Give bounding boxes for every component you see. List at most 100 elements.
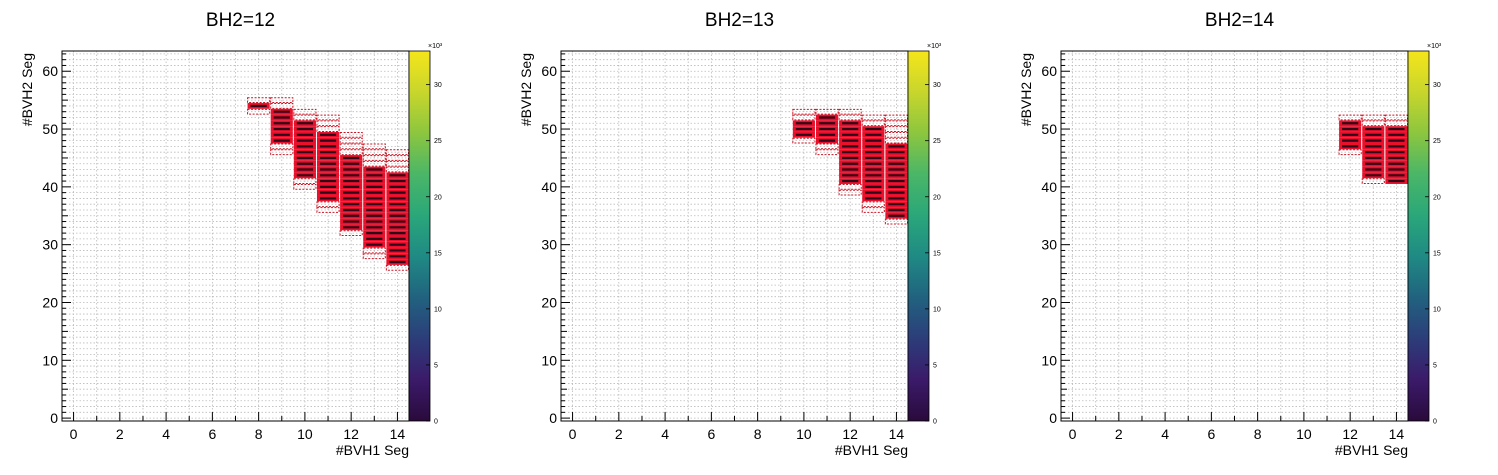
y-tick-label: 0 xyxy=(1049,410,1057,426)
z-tick-label: 25 xyxy=(933,138,941,145)
x-axis xyxy=(1072,412,1397,421)
grid xyxy=(561,51,908,421)
z-tick-label: 25 xyxy=(1433,138,1441,145)
box-mark-outline xyxy=(293,178,317,184)
z-tick-label: 5 xyxy=(434,362,438,369)
z-tick-label: 5 xyxy=(1433,362,1437,369)
grid xyxy=(1061,51,1408,421)
box-mark-outline xyxy=(1338,149,1362,156)
z-exponent-label: ×10³ xyxy=(927,43,942,50)
z-tick-label: 0 xyxy=(1433,419,1437,426)
y-tick-label: 10 xyxy=(42,352,58,368)
chart-title: BH2=14 xyxy=(1205,10,1275,31)
box-mark-outline xyxy=(339,137,363,144)
y-axis xyxy=(561,53,570,419)
x-axis xyxy=(73,412,398,421)
y-tick-label: 20 xyxy=(541,294,557,310)
box-marks xyxy=(792,108,908,225)
box-mark-outline xyxy=(1361,120,1385,127)
y-axis-label: #BVH2 Seg xyxy=(1018,53,1034,126)
y-tick-label: 50 xyxy=(1041,121,1057,137)
x-axis xyxy=(572,412,897,421)
z-tick-label: 20 xyxy=(1433,194,1441,201)
box-mark-outline xyxy=(339,131,363,138)
x-tick-label: 4 xyxy=(661,426,669,442)
y-tick-label: 10 xyxy=(1041,352,1057,368)
box-mark-outline xyxy=(362,160,386,167)
box-mark-outline xyxy=(1361,114,1385,121)
color-bar xyxy=(1407,50,1430,422)
box-mark-outline xyxy=(861,120,885,127)
box-mark-outline xyxy=(339,143,363,150)
x-tick-label: 14 xyxy=(1389,426,1405,442)
z-tick-label: 15 xyxy=(434,250,442,257)
x-tick-label: 6 xyxy=(208,426,216,442)
box-mark-outline xyxy=(792,137,816,144)
x-tick-label: 6 xyxy=(707,426,715,442)
x-tick-label: 2 xyxy=(1115,426,1123,442)
y-tick-label: 40 xyxy=(42,179,58,195)
box-mark-outline xyxy=(838,189,862,196)
box-mark-outline xyxy=(362,247,386,254)
y-tick-label: 60 xyxy=(42,63,58,79)
y-tick-label: 20 xyxy=(1041,294,1057,310)
z-tick-label: 15 xyxy=(933,250,941,257)
plot-frame xyxy=(1060,50,1409,422)
z-tick-label: 25 xyxy=(434,138,442,145)
y-axis-label: #BVH2 Seg xyxy=(19,53,35,126)
x-tick-label: 4 xyxy=(1161,426,1169,442)
box-mark-outline xyxy=(362,143,386,150)
box-mark-outline xyxy=(293,114,317,121)
z-tick-label: 10 xyxy=(434,306,442,313)
box-mark-outline xyxy=(247,108,271,115)
box-mark-outline xyxy=(362,155,386,161)
x-tick-label: 0 xyxy=(1069,426,1077,442)
x-tick-label: 10 xyxy=(796,426,812,442)
x-tick-label: 8 xyxy=(754,426,762,442)
box-mark-outline xyxy=(838,114,862,121)
box-mark-outline xyxy=(316,201,340,208)
box-mark-outline xyxy=(815,108,839,115)
box-mark-outline xyxy=(339,230,363,236)
x-tick-label: 6 xyxy=(1207,426,1215,442)
y-axis xyxy=(1061,53,1070,419)
x-tick-label: 2 xyxy=(116,426,124,442)
x-tick-label: 10 xyxy=(297,426,313,442)
box-mark-outline xyxy=(247,97,271,104)
z-tick-label: 20 xyxy=(434,194,442,201)
box-mark-outline xyxy=(293,183,317,190)
y-tick-label: 0 xyxy=(50,410,58,426)
grid xyxy=(62,51,409,421)
y-tick-label: 30 xyxy=(42,237,58,253)
z-tick-label: 10 xyxy=(1433,306,1441,313)
z-tick-label: 0 xyxy=(933,419,937,426)
y-axis-label: #BVH2 Seg xyxy=(518,53,534,126)
y-tick-label: 60 xyxy=(541,63,557,79)
box-mark-outline xyxy=(316,114,340,121)
y-tick-label: 10 xyxy=(541,352,557,368)
box-mark-outline xyxy=(316,126,340,132)
y-tick-label: 20 xyxy=(42,294,58,310)
y-tick-label: 30 xyxy=(1041,237,1057,253)
z-exponent-label: ×10³ xyxy=(1427,43,1442,50)
z-tick-label: 15 xyxy=(1433,250,1441,257)
x-tick-label: 4 xyxy=(162,426,170,442)
z-tick-label: 0 xyxy=(434,419,438,426)
chart-title: BH2=13 xyxy=(705,10,774,31)
color-bar xyxy=(408,50,431,422)
x-tick-label: 12 xyxy=(343,426,359,442)
y-tick-label: 40 xyxy=(1041,179,1057,195)
chart-title: BH2=12 xyxy=(206,10,275,31)
x-tick-label: 0 xyxy=(70,426,78,442)
z-tick-label: 10 xyxy=(933,306,941,313)
x-tick-label: 12 xyxy=(842,426,858,442)
box-mark-outline xyxy=(339,149,363,156)
color-bar xyxy=(907,50,930,422)
box-mark-outline xyxy=(1361,178,1385,184)
y-axis xyxy=(62,53,71,419)
x-tick-label: 14 xyxy=(889,426,905,442)
